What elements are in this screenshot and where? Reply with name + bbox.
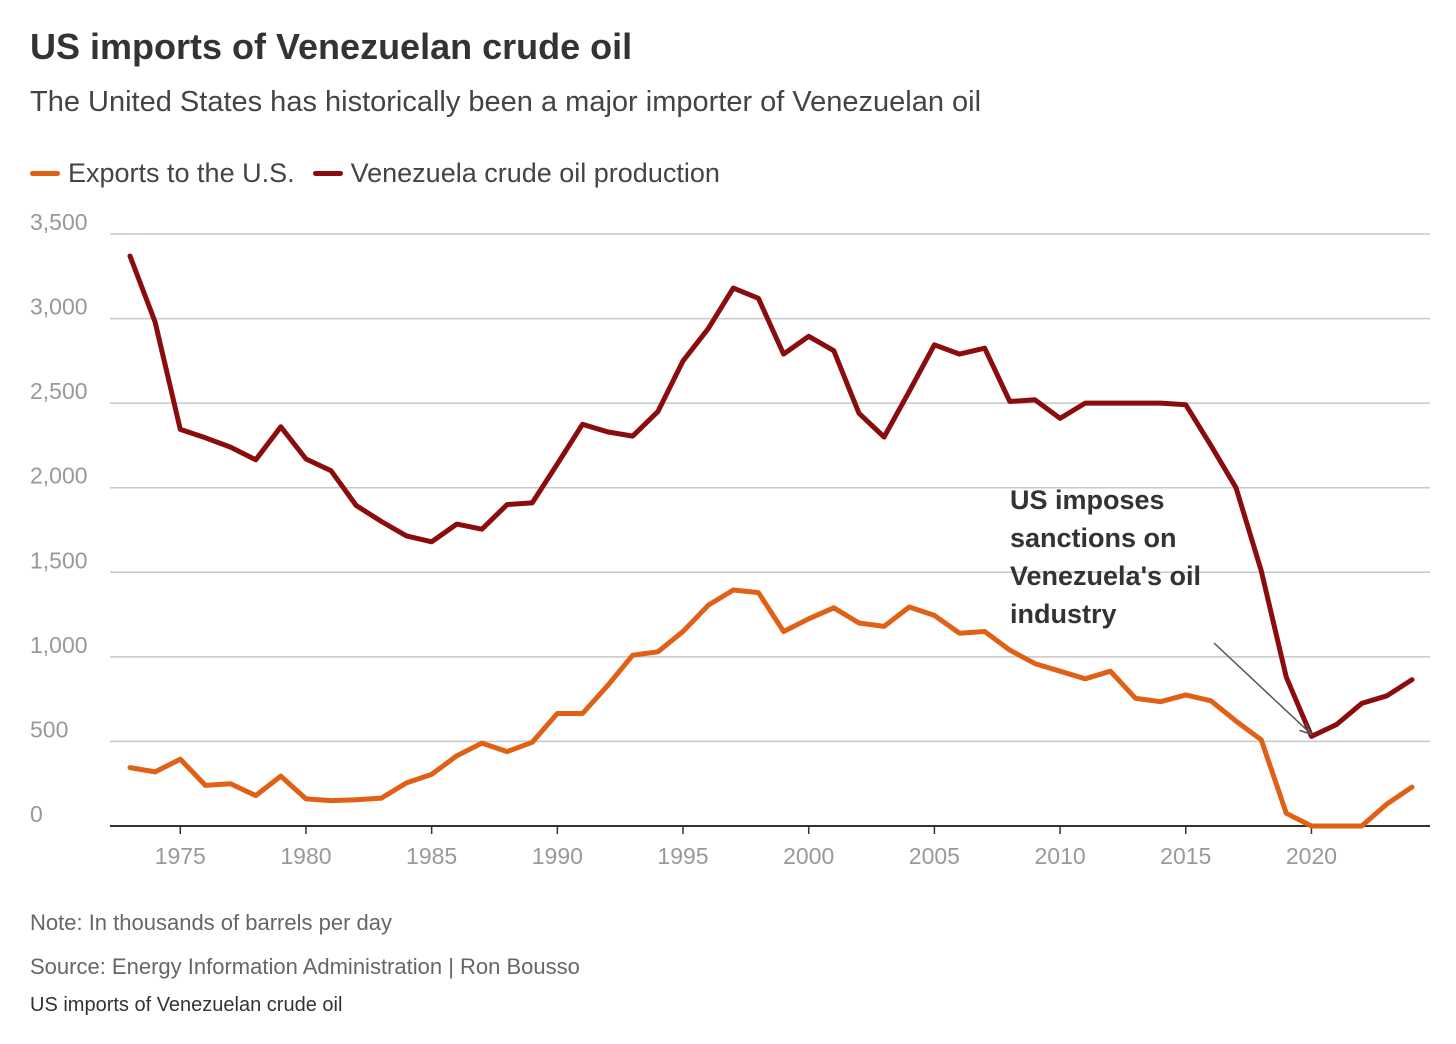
annotation-line: industry	[1010, 599, 1117, 629]
x-tick-label: 1995	[657, 843, 708, 869]
x-tick-label: 1985	[406, 843, 457, 869]
legend-item-exports: Exports to the U.S.	[30, 158, 295, 189]
y-axis-ticks: 0 500 1,000 1,500 2,000 2,500 3,000 3,500	[30, 209, 88, 827]
grid-layer	[110, 233, 1430, 827]
chart-note: Note: In thousands of barrels per day	[30, 910, 392, 935]
y-tick-label: 500	[30, 716, 68, 742]
x-tick-label: 2010	[1034, 843, 1085, 869]
series-layer	[127, 253, 1415, 829]
series-line-exports	[127, 587, 1415, 829]
chart-caption: US imports of Venezuelan crude oil	[30, 994, 343, 1016]
chart-subtitle: The United States has historically been …	[30, 86, 982, 118]
annotation-line: Venezuela's oil	[1010, 561, 1201, 591]
annotation-arrowhead	[1299, 722, 1314, 736]
annotation-text: US imposes sanctions on Venezuela's oil ind…	[1010, 485, 1201, 629]
y-tick-label: 3,500	[30, 209, 88, 235]
y-tick-label: 3,000	[30, 294, 88, 320]
legend-swatch-production	[312, 171, 343, 176]
x-tick-label: 2005	[909, 843, 960, 869]
y-tick-label: 2,000	[30, 463, 88, 489]
y-tick-label: 0	[30, 801, 43, 827]
x-tick-label: 1975	[155, 843, 206, 869]
legend-swatch-exports	[30, 171, 60, 176]
chart-legend: Exports to the U.S. Venezuela crude oil …	[30, 158, 738, 189]
legend-label-production: Venezuela crude oil production	[350, 158, 720, 188]
annotation-line: sanctions on	[1010, 523, 1177, 553]
x-tick-label: 1990	[532, 843, 583, 869]
legend-label-exports: Exports to the U.S.	[68, 158, 295, 188]
y-tick-label: 1,500	[30, 547, 88, 573]
legend-item-production: Venezuela crude oil production	[312, 158, 720, 189]
chart-source: Source: Energy Information Administratio…	[30, 954, 580, 979]
chart-title: US imports of Venezuelan crude oil	[30, 26, 633, 67]
x-tick-label: 2000	[783, 843, 834, 869]
y-tick-label: 1,000	[30, 632, 88, 658]
annotation-layer: US imposes sanctions on Venezuela's oil ind…	[1010, 485, 1314, 736]
annotation-line: US imposes	[1010, 485, 1165, 515]
annotation-leader-line	[1213, 642, 1312, 735]
y-tick-label: 2,500	[30, 378, 88, 404]
x-axis-ticks: 1975 1980 1985 1990 1995 2000 2005 2010 2015 2020	[155, 826, 1337, 869]
x-tick-label: 2020	[1286, 843, 1337, 869]
x-tick-label: 1980	[280, 843, 331, 869]
series-line-production	[127, 253, 1415, 739]
x-tick-label: 2015	[1160, 843, 1211, 869]
